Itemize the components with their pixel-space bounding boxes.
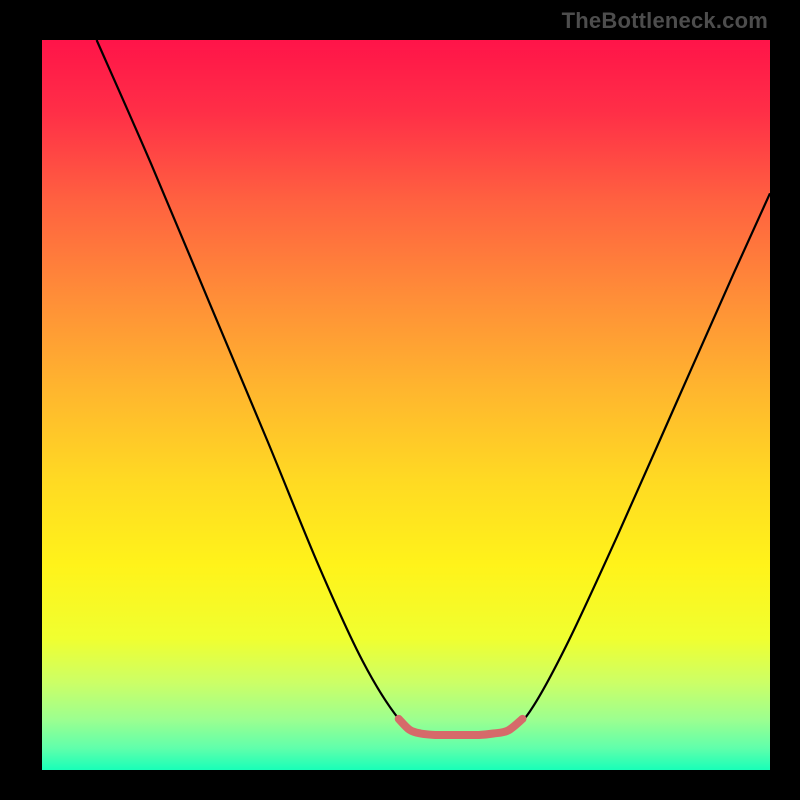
watermark-text: TheBottleneck.com	[562, 8, 768, 34]
plot-area	[42, 40, 770, 770]
chart-frame: TheBottleneck.com	[0, 0, 800, 800]
curve-layer	[42, 40, 770, 770]
bottleneck-curve	[97, 40, 770, 735]
sweet-spot-marker	[399, 719, 523, 735]
